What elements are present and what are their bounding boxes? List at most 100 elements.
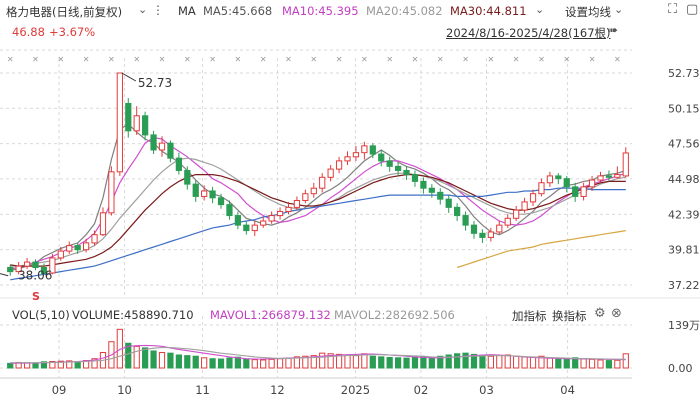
candle-body [580,186,587,197]
candle-body [82,242,90,251]
candle-body [209,190,216,199]
volume-bar [428,357,435,369]
volume-bar [580,358,587,369]
volume-bar [622,353,629,369]
mavol1-value: MAVOL1:266879.132 [210,308,331,322]
event-marker-icon: ✕ [310,55,317,64]
event-marker-icon: ✕ [57,55,64,64]
volume-bar [378,356,385,369]
candle-body [23,261,31,267]
event-marker-icon: ✕ [184,55,191,64]
event-marker-icon: ✕ [83,55,90,64]
restore-icon[interactable]: ▢ [686,2,699,17]
event-marker-icon: ✕ [260,55,267,64]
chevron-down-icon[interactable]: ⌄ [614,3,624,16]
settings-ma-button[interactable]: 设置均线 [565,5,611,19]
volume-bar [437,355,444,369]
ma20-line [10,157,626,267]
volume-bar [175,354,182,369]
settings-icon[interactable]: ⚙ [594,306,606,321]
y-tick-label: 44.98 [668,173,700,186]
volume-bar [268,358,275,369]
add-indicator-button[interactable]: 加指标 [512,309,547,323]
candle-body [588,179,596,188]
volume-bar [496,355,503,369]
volume-bar [243,358,250,369]
event-marker-icon: ✕ [361,55,368,64]
volume-bar [158,352,166,369]
candle-body [251,224,258,232]
vol-y-tick-label: 139万 [668,319,700,332]
ma5-line [10,123,626,271]
x-tick-label: 09 [52,383,67,397]
y-tick-label: 52.73 [668,67,700,80]
volume-bar [74,361,81,369]
volume-bar [420,356,427,369]
volume-bar [546,357,554,369]
close-icon[interactable]: ⊗ [611,306,622,321]
candle-body [462,215,469,226]
vol-y-tick-label: 0.00 [668,362,693,375]
volume-bar [276,358,284,369]
event-marker-icon: ✕ [437,55,444,64]
x-tick-label: 03 [479,383,494,397]
dots-menu-icon[interactable]: ⋮ [152,3,164,17]
pin-icon[interactable]: ➠ [608,23,619,37]
volume-bar [260,359,267,369]
candle-body [184,169,191,185]
y-tick-label: 37.22 [668,279,700,292]
chevron-down-icon[interactable]: ⌄ [535,3,545,16]
candle-body [40,267,48,275]
volume-bar [386,356,393,369]
volume-bar [125,342,132,369]
event-marker-icon: ✕ [235,55,242,64]
event-marker-icon: ✕ [108,55,115,64]
candle-body [91,234,98,244]
vol-label: VOL(5,10) [12,308,70,322]
candle-body [420,180,427,189]
candle-body [310,187,317,195]
volume-bar [302,355,309,369]
date-range[interactable]: 2024/8/16-2025/4/28(167根) [446,26,611,40]
volume-bar [369,355,376,369]
candle-body [108,171,115,214]
candle-body [555,175,562,180]
volume-bar [504,354,511,369]
candle-body [293,200,301,208]
candle-body [158,142,166,151]
ma5-value: MA5:45.668 [203,4,273,18]
candle-body [327,168,334,178]
high-annotation: 52.73 [138,76,172,90]
volume-bar [319,352,326,369]
candle-body [411,174,419,182]
volume-bar [310,355,317,369]
volume-bar [538,355,545,369]
switch-indicator-button[interactable]: 换指标 [552,309,587,323]
volume-bar [57,360,64,369]
volume-bar [394,357,402,369]
volume-bar [555,358,562,369]
event-marker-icon: ✕ [488,55,495,64]
event-marker-icon: ✕ [462,55,469,64]
volume-bar [184,355,191,369]
fullscreen-icon[interactable]: ⛶ [668,2,678,17]
volume-bar [167,352,174,369]
current-price: 46.88 [12,25,45,39]
y-tick-label: 47.56 [668,138,700,151]
candle-body [32,261,39,269]
volume-bar [327,353,334,369]
chevron-down-icon[interactable]: ⌄ [138,3,148,16]
volume-bar [49,361,56,369]
mavol2-value: MAVOL2:282692.506 [334,308,455,322]
candle-body [243,224,250,232]
candle-body [546,175,554,184]
candle-body [386,160,393,167]
candle-body [74,245,81,251]
event-marker-icon: ✕ [563,55,570,64]
candle-body [361,145,368,154]
volume-bar [344,354,351,369]
low-pointer [0,273,9,277]
volume-bar [605,360,613,369]
volume-bar [572,357,579,369]
